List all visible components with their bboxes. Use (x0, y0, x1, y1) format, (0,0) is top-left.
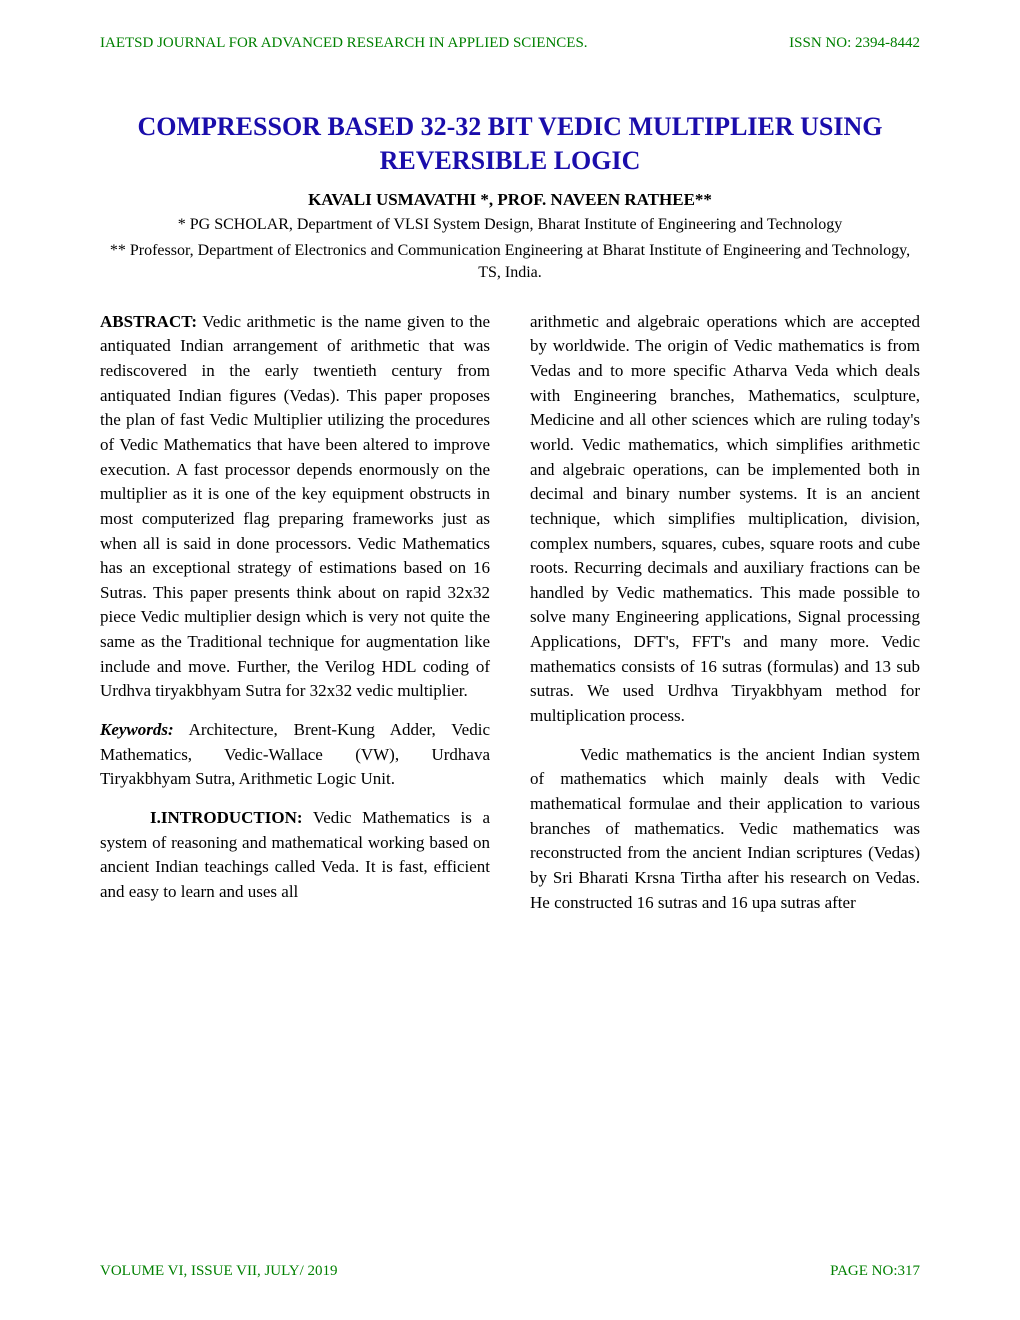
keywords-label: Keywords: (100, 720, 174, 739)
col2-paragraph-1: arithmetic and algebraic operations whic… (530, 310, 920, 729)
affiliation-2: ** Professor, Department of Electronics … (100, 240, 920, 285)
journal-header-issn: ISSN NO: 2394-8442 (789, 35, 920, 52)
footer-volume: VOLUME VI, ISSUE VII, JULY/ 2019 (100, 1263, 338, 1280)
authors-line: KAVALI USMAVATHI *, PROF. NAVEEN RATHEE*… (100, 190, 920, 210)
journal-header-left: IAETSD JOURNAL FOR ADVANCED RESEARCH IN … (100, 35, 588, 52)
left-column: ABSTRACT: Vedic arithmetic is the name g… (100, 310, 490, 929)
abstract-paragraph: ABSTRACT: Vedic arithmetic is the name g… (100, 310, 490, 704)
col2-paragraph-2: Vedic mathematics is the ancient Indian … (530, 743, 920, 915)
introduction-heading: I.INTRODUCTION: (150, 808, 303, 827)
right-column: arithmetic and algebraic operations whic… (530, 310, 920, 929)
paper-title: COMPRESSOR BASED 32-32 BIT VEDIC MULTIPL… (100, 110, 920, 178)
abstract-label: ABSTRACT: (100, 312, 197, 331)
introduction-paragraph: I.INTRODUCTION: Vedic Mathematics is a s… (100, 806, 490, 905)
footer-page: PAGE NO:317 (830, 1263, 920, 1280)
affiliation-1: * PG SCHOLAR, Department of VLSI System … (100, 214, 920, 236)
abstract-text: Vedic arithmetic is the name given to th… (100, 312, 490, 701)
keywords-paragraph: Keywords: Architecture, Brent-Kung Adder… (100, 718, 490, 792)
two-column-content: ABSTRACT: Vedic arithmetic is the name g… (100, 310, 920, 929)
